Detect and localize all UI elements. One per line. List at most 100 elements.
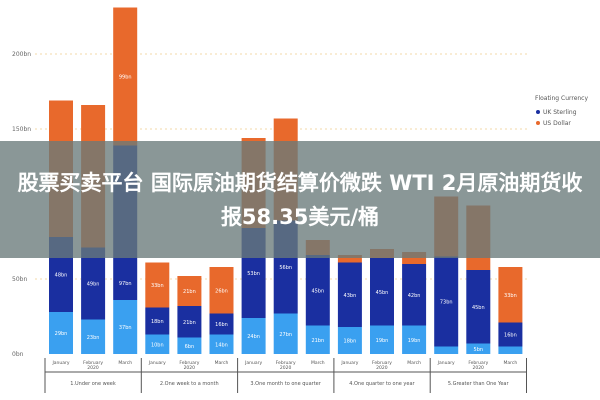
- data-label: 14bn: [215, 342, 228, 348]
- bar-segment: [273, 313, 298, 354]
- x-tick-label: January: [51, 360, 69, 366]
- data-label: 5bn: [474, 347, 484, 353]
- x-tick-label: February: [83, 360, 103, 366]
- data-label: 29bn: [55, 331, 68, 337]
- legend-label: UK Sterling: [543, 109, 577, 116]
- data-label: 43bn: [344, 293, 357, 299]
- group-label: 1.Under one week: [70, 381, 116, 387]
- data-label: 48bn: [55, 273, 68, 279]
- bar-segment: [177, 276, 202, 306]
- data-label: 33bn: [504, 293, 517, 299]
- x-tick-label: February: [179, 360, 199, 366]
- data-label: 24bn: [247, 334, 260, 340]
- x-tick-label: March: [118, 360, 132, 366]
- data-label: 45bn: [311, 288, 324, 294]
- data-label: 33bn: [151, 283, 164, 289]
- data-label: 23bn: [87, 335, 100, 341]
- legend-title: Floating Currency: [535, 95, 588, 102]
- data-label: 21bn: [183, 289, 196, 295]
- data-label: 42bn: [408, 293, 421, 299]
- x-tick-label: March: [215, 360, 229, 366]
- bar-segment: [209, 334, 234, 354]
- x-tick-label: March: [311, 360, 325, 366]
- bar-segment: [498, 346, 523, 354]
- bar-segment: [337, 327, 362, 354]
- x-tick-label: February: [276, 360, 296, 366]
- bar-segment: [337, 262, 362, 327]
- data-label: 45bn: [376, 290, 389, 296]
- bar-segment: [466, 270, 491, 344]
- data-label: 49bn: [87, 282, 100, 288]
- bar-segment: [145, 262, 170, 308]
- data-label: 27bn: [279, 332, 292, 338]
- group-label: 3.One month to one quarter: [250, 381, 321, 387]
- bar-segment: [370, 325, 394, 354]
- year-label: 2020: [280, 365, 292, 371]
- data-label: 18bn: [344, 339, 357, 345]
- legend-marker: [536, 110, 540, 114]
- bar-segment: [177, 306, 202, 338]
- bar-segment: [434, 256, 459, 347]
- bar-segment: [81, 319, 106, 354]
- data-label: 99bn: [119, 75, 132, 81]
- x-tick-label: February: [468, 360, 488, 366]
- data-label: 16bn: [504, 333, 517, 339]
- bar-segment: [498, 267, 523, 323]
- data-label: 21bn: [311, 338, 324, 344]
- group-label: 5.Greater than One Year: [448, 381, 510, 387]
- data-label: 10bn: [151, 342, 164, 348]
- bar-segment: [370, 258, 394, 326]
- bar-segment: [113, 300, 138, 354]
- bar-segment: [305, 255, 330, 326]
- bar-segment: [305, 325, 330, 354]
- year-label: 2020: [184, 365, 196, 371]
- bar-segment: [402, 325, 427, 354]
- headline-banner: 股票买卖平台 国际原油期货结算价微跌 WTI 2月原油期货收报58.35美元/桶: [0, 141, 600, 258]
- data-label: 16bn: [215, 322, 228, 328]
- data-label: 21bn: [183, 320, 196, 326]
- x-tick-label: February: [372, 360, 392, 366]
- group-label: 4.One quarter to one year: [349, 381, 415, 387]
- legend-marker: [536, 121, 540, 125]
- data-label: 18bn: [151, 319, 164, 325]
- bar-segment: [241, 318, 266, 354]
- y-tick-label: 150bn: [12, 126, 31, 133]
- data-label: 26bn: [215, 288, 228, 294]
- bar-segment: [402, 264, 427, 326]
- bar-segment: [434, 346, 459, 354]
- headline-text: 股票买卖平台 国际原油期货结算价微跌 WTI 2月原油期货收报58.35美元/桶: [17, 170, 583, 229]
- bar-segment: [498, 322, 523, 347]
- bar-segment: [145, 307, 170, 335]
- year-label: 2020: [376, 365, 388, 371]
- y-tick-label: 0bn: [12, 351, 24, 358]
- x-tick-label: January: [437, 360, 455, 366]
- x-tick-label: March: [504, 360, 518, 366]
- bar-segment: [177, 337, 202, 354]
- data-label: 37bn: [119, 325, 132, 331]
- bar-segment: [209, 313, 234, 335]
- data-label: 19bn: [408, 338, 421, 344]
- data-label: 73bn: [440, 300, 453, 306]
- data-label: 97bn: [119, 281, 132, 287]
- bar-segment: [466, 343, 491, 354]
- bar-segment: [337, 255, 362, 263]
- y-tick-label: 200bn: [12, 51, 31, 58]
- data-label: 6bn: [185, 344, 195, 350]
- data-label: 53bn: [247, 271, 260, 277]
- data-label: 56bn: [279, 265, 292, 271]
- x-tick-label: March: [407, 360, 421, 366]
- year-label: 2020: [87, 365, 99, 371]
- y-tick-label: 50bn: [12, 276, 27, 283]
- group-label: 2.One week to a month: [160, 381, 219, 387]
- x-tick-label: January: [340, 360, 358, 366]
- year-label: 2020: [472, 365, 484, 371]
- x-tick-label: January: [244, 360, 262, 366]
- data-label: 45bn: [472, 305, 485, 311]
- bar-segment: [145, 334, 170, 354]
- bar-segment: [49, 312, 73, 354]
- x-tick-label: January: [148, 360, 166, 366]
- legend-label: US Dollar: [543, 120, 571, 127]
- bar-segment: [113, 7, 138, 146]
- bar-segment: [209, 267, 234, 314]
- data-label: 19bn: [376, 338, 389, 344]
